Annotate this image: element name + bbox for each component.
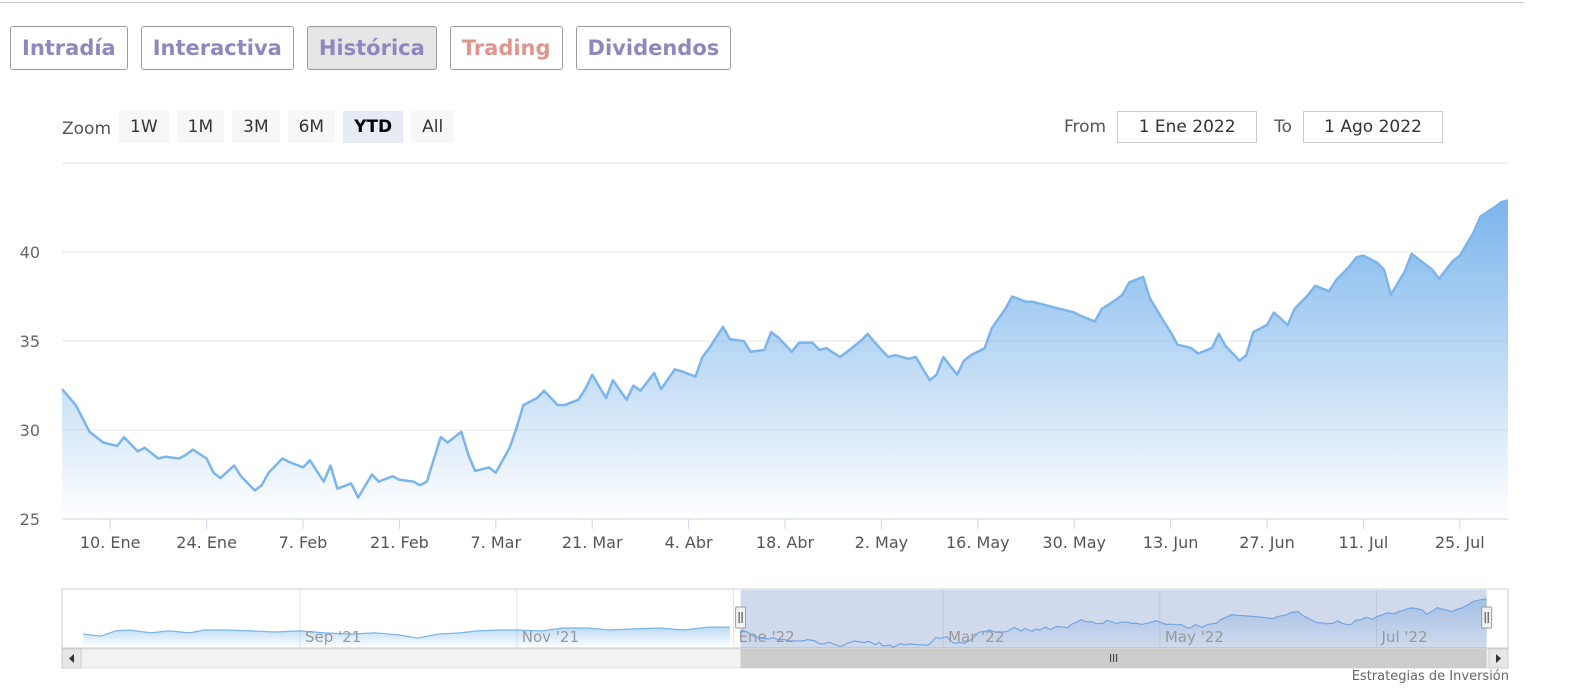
x-tick-label: 2. May (855, 533, 908, 552)
navigator-handle[interactable] (735, 606, 747, 629)
x-tick-label: 27. Jun (1239, 533, 1295, 552)
x-tick-label: 10. Ene (80, 533, 141, 552)
zoom-button[interactable]: 6M (287, 111, 336, 143)
tab[interactable]: Dividendos (575, 26, 732, 70)
line (61, 199, 1509, 499)
x-tick-label: 21. Mar (562, 533, 623, 552)
area-fill (740, 599, 1487, 648)
navigator-label: Mar '22 (948, 628, 1004, 646)
navigator-label: Jul '22 (1381, 628, 1428, 646)
x-tick-label: 7. Feb (279, 533, 328, 552)
navigator-label: Nov '21 (522, 628, 579, 646)
line (83, 626, 730, 639)
tab[interactable]: Trading (449, 26, 563, 70)
x-tick-label: 11. Jul (1338, 533, 1388, 552)
y-tick-label: 35 (20, 332, 40, 351)
arrow (1496, 654, 1501, 663)
range-selector: From 1 Ene 2022 To 1 Ago 2022 (1064, 111, 1444, 143)
tab[interactable]: Intradía (10, 26, 128, 70)
zoom-button[interactable]: 3M (232, 111, 280, 143)
tab[interactable]: Interactiva (140, 26, 294, 70)
arrow (69, 654, 74, 663)
line (740, 598, 1487, 648)
x-tick-label: 7. Mar (471, 533, 522, 552)
zoom-bar: Zoom 1W 1M 3M 6M YTD All (62, 111, 455, 143)
x-tick-label: 13. Jun (1143, 533, 1199, 552)
zoom-button[interactable]: 1W (119, 111, 169, 143)
from-label: From (1064, 117, 1107, 137)
zoom-button[interactable]: 1M (176, 111, 225, 143)
to-input[interactable]: 1 Ago 2022 (1303, 111, 1444, 143)
x-tick-label: 16. May (946, 533, 1010, 552)
zoom-button[interactable]: All (411, 111, 455, 143)
area-fill (62, 200, 1508, 519)
x-tick-label: 4. Abr (665, 533, 713, 552)
navigator-handle[interactable] (1481, 606, 1493, 629)
x-tick-label: 21. Feb (370, 533, 429, 552)
to-label: To (1274, 117, 1293, 137)
x-tick-label: 25. Jul (1435, 533, 1485, 552)
zoom-label: Zoom (62, 118, 112, 139)
navigator-label: Ene '22 (738, 628, 794, 646)
tab-bar: Intradía Interactiva Histórica Trading D… (10, 26, 732, 70)
y-tick-label: 25 (20, 510, 40, 529)
y-tick-label: 40 (20, 243, 40, 262)
credit: Estrategias de Inversión (1351, 669, 1509, 684)
x-tick-label: 24. Ene (176, 533, 237, 552)
navigator-selection (740, 590, 1487, 648)
from-input[interactable]: 1 Ene 2022 (1117, 111, 1258, 143)
tab[interactable]: Histórica (306, 26, 437, 70)
x-tick-label: 30. May (1042, 533, 1106, 552)
navigator-label: Sep '21 (305, 628, 361, 646)
area-fill (83, 627, 730, 648)
zoom-button[interactable]: YTD (343, 111, 404, 143)
y-tick-label: 30 (20, 421, 40, 440)
x-tick-label: 18. Abr (756, 533, 815, 552)
divider (0, 2, 1524, 3)
navigator-label: May '22 (1165, 628, 1224, 646)
